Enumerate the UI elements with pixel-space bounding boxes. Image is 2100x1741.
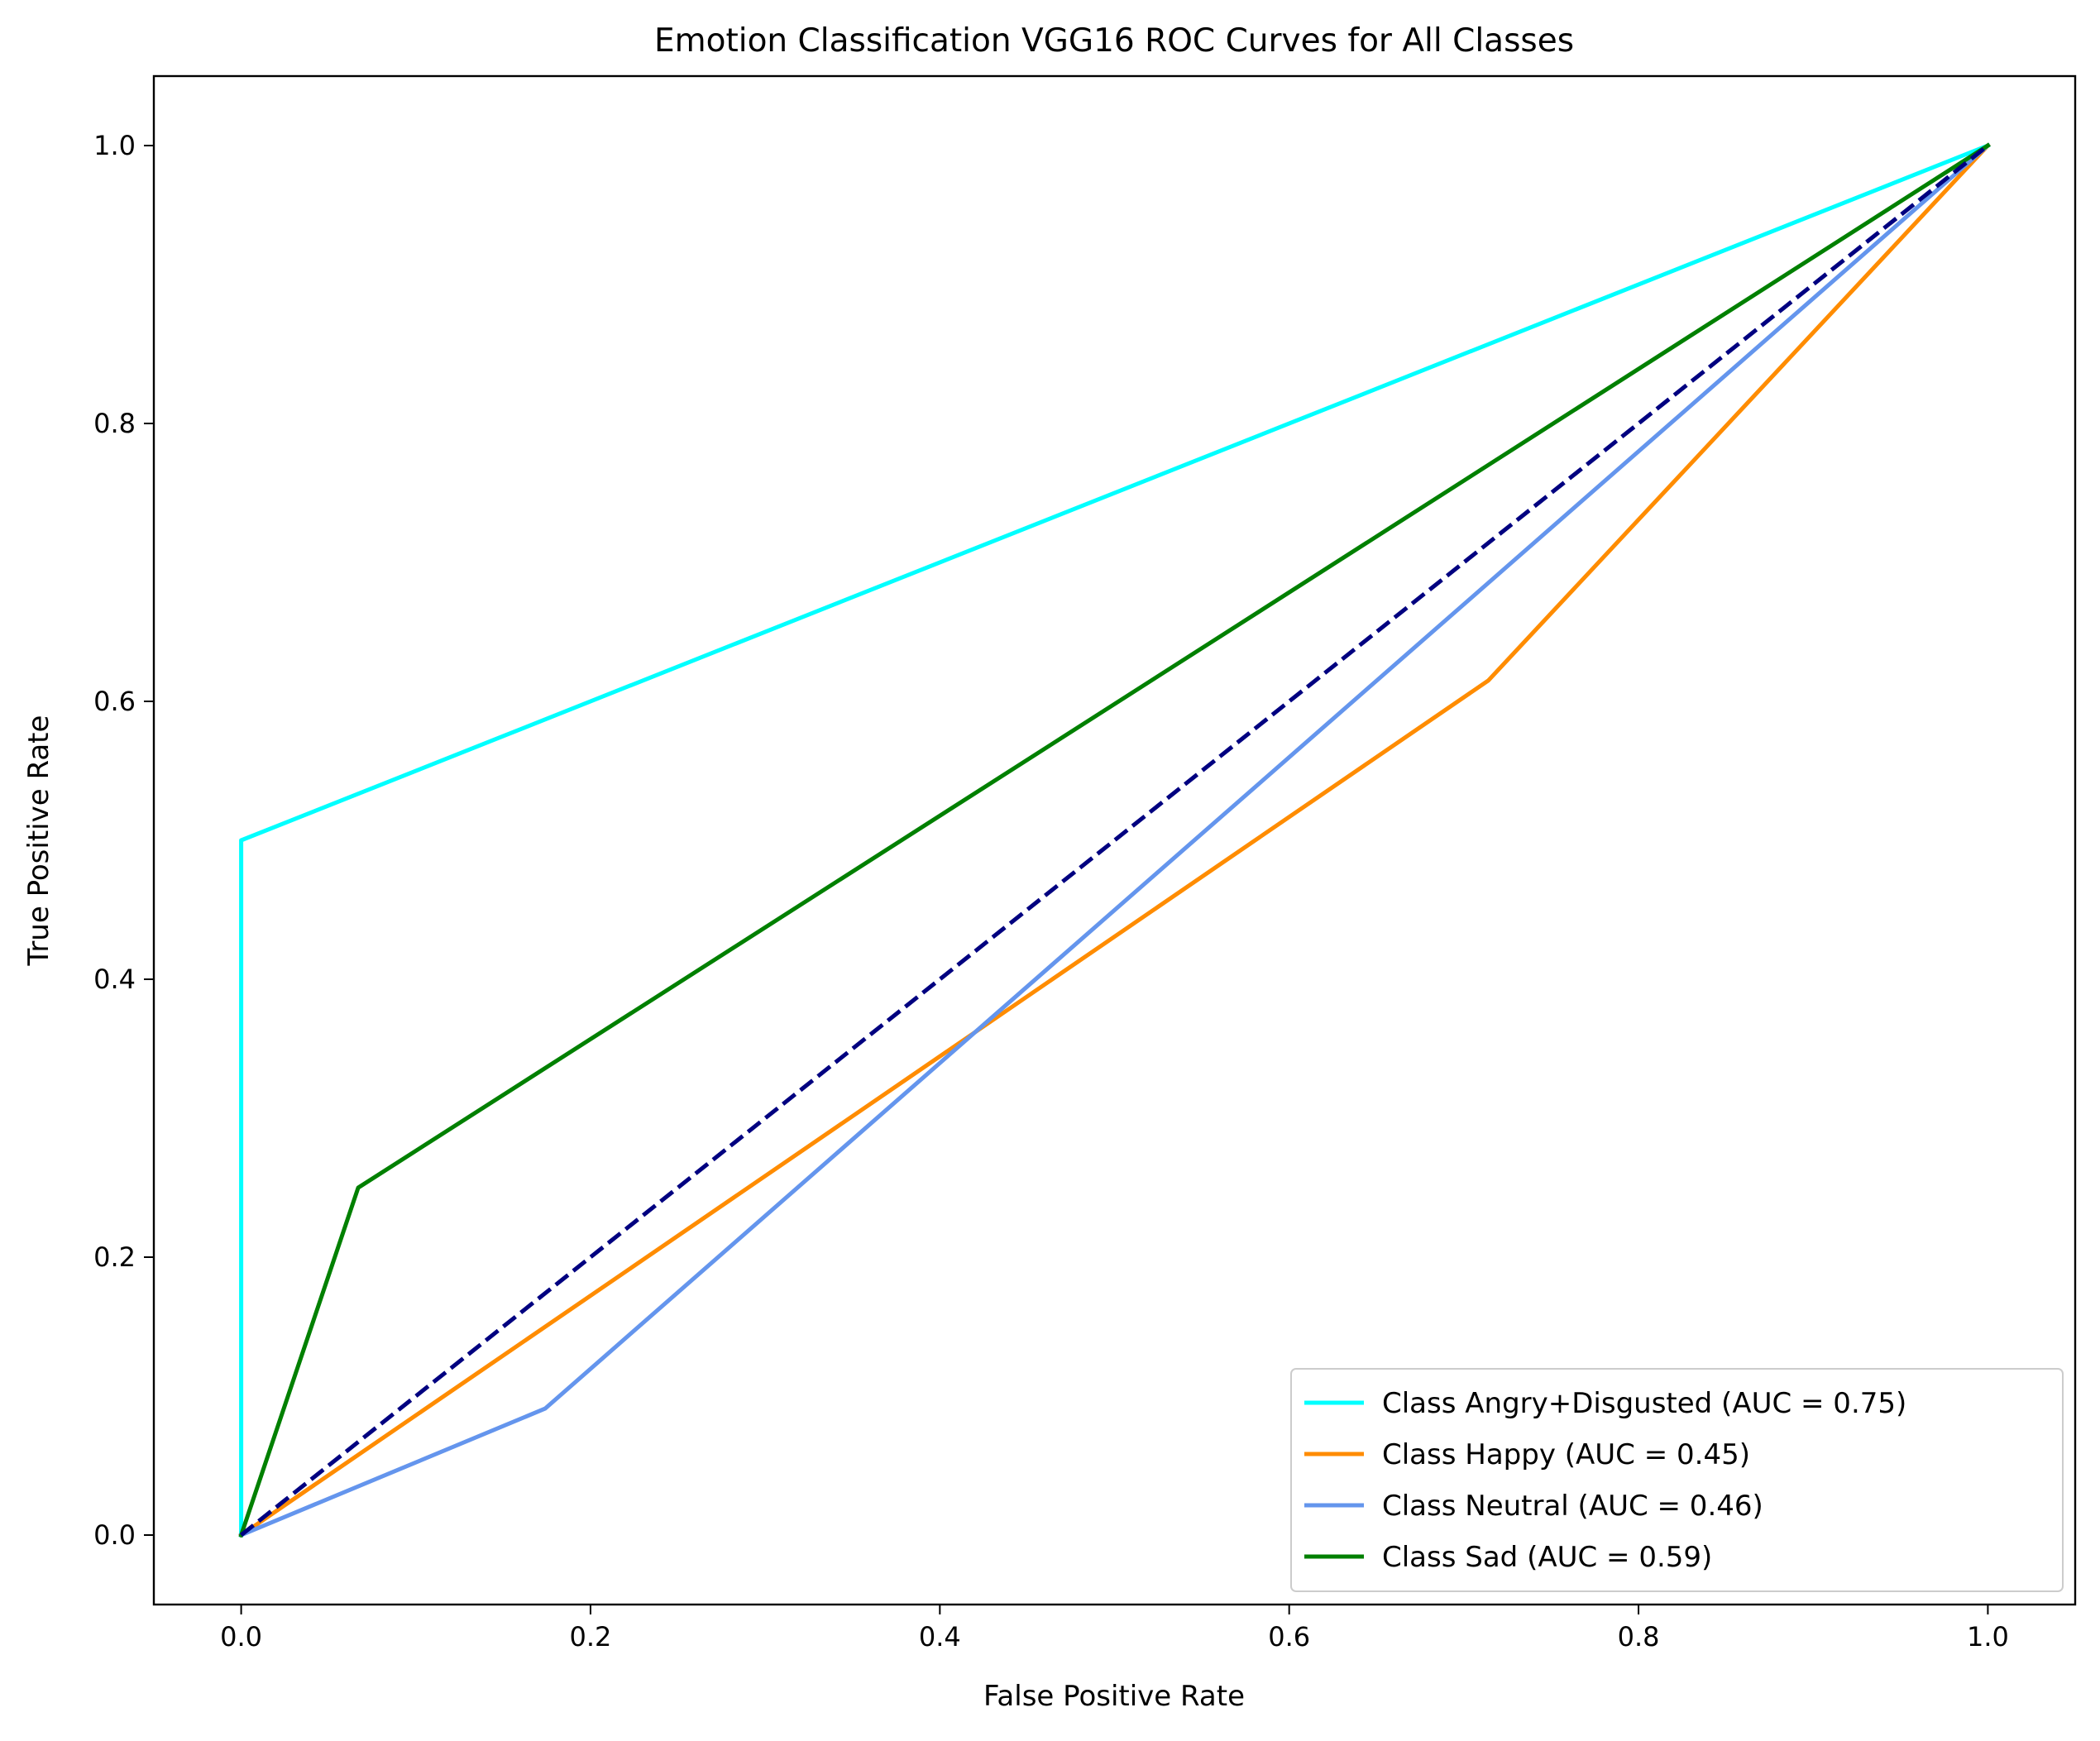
x-tick-label: 0.2	[570, 1621, 612, 1653]
y-tick-label: 0.8	[93, 408, 136, 439]
legend-label-4: Class Sad (AUC = 0.59)	[1382, 1541, 1712, 1574]
plot-area	[152, 74, 2077, 1606]
x-axis-label: False Positive Rate	[983, 1680, 1245, 1713]
reference-diagonal-line	[240, 144, 1989, 1537]
legend-label-2: Class Happy (AUC = 0.45)	[1382, 1438, 1750, 1471]
x-tick-label: 0.4	[919, 1621, 961, 1653]
series-line-4	[238, 142, 1991, 1538]
series-line-1	[239, 142, 1991, 1538]
legend-label-3: Class Neutral (AUC = 0.46)	[1382, 1490, 1763, 1523]
x-axis: 0.0 0.2 0.4 0.6 0.8 1.0	[220, 1605, 2009, 1653]
x-tick-label: 0.6	[1268, 1621, 1310, 1653]
x-tick-label: 0.8	[1618, 1621, 1660, 1653]
x-tick-label: 0.0	[220, 1621, 262, 1653]
legend: Class Angry+Disgusted (AUC = 0.75) Class …	[1290, 1368, 2064, 1592]
y-tick-label: 0.4	[93, 964, 136, 995]
legend-label-1: Class Angry+Disgusted (AUC = 0.75)	[1382, 1387, 1906, 1420]
series-lines	[238, 142, 1991, 1538]
y-tick-label: 0.0	[93, 1519, 136, 1551]
y-axis: 0.0 0.2 0.4 0.6 0.8 1.0	[93, 130, 154, 1551]
y-tick-label: 1.0	[93, 130, 136, 161]
y-axis-label: True Positive Rate	[22, 715, 55, 967]
series-line-2	[238, 142, 1991, 1538]
plot-frame	[152, 74, 2077, 1606]
legend-box	[1290, 1368, 2064, 1592]
chart-title: Emotion Classification VGG16 ROC Curves …	[654, 22, 1574, 60]
y-tick-label: 0.2	[93, 1241, 136, 1273]
series-line-3	[238, 142, 1991, 1538]
y-tick-label: 0.6	[93, 686, 136, 717]
x-tick-label: 1.0	[1967, 1621, 2009, 1653]
